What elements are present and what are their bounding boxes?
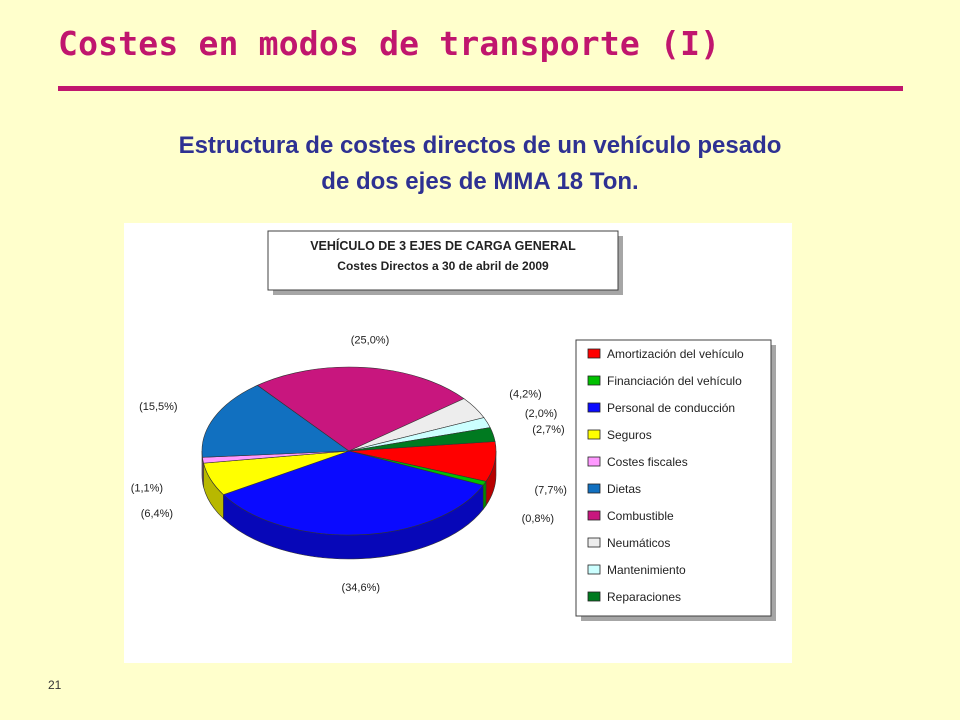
slide-number: 21 xyxy=(48,678,62,692)
legend-label-financiacion-del-vehiculo: Financiación del vehículo xyxy=(607,374,742,388)
legend-swatch-amortizacion-del-vehiculo xyxy=(587,348,601,359)
pie-chart: VEHÍCULO DE 3 EJES DE CARGA GENERAL Cost… xyxy=(131,230,776,621)
legend-swatch-seguros xyxy=(587,429,601,440)
pct-label-neumaticos: (4,2%) xyxy=(509,388,541,400)
chart-title-box: VEHÍCULO DE 3 EJES DE CARGA GENERAL Cost… xyxy=(267,230,623,295)
legend-swatch-reparaciones xyxy=(587,591,601,602)
chart-legend: Amortización del vehículo Financiación de… xyxy=(575,339,776,621)
legend-swatch-financiacion-del-vehiculo xyxy=(587,375,601,386)
legend-swatch-combustible xyxy=(587,510,601,521)
legend-label-personal-de-conduccion: Personal de conducción xyxy=(607,401,735,415)
legend-swatch-neumaticos xyxy=(587,537,601,548)
legend-swatch-mantenimiento xyxy=(587,564,601,575)
pct-label-seguros: (6,4%) xyxy=(141,508,173,520)
legend-label-neumaticos: Neumáticos xyxy=(607,536,670,550)
pct-label-costes-fiscales: (1,1%) xyxy=(131,482,163,494)
pct-label-dietas: (15,5%) xyxy=(139,401,178,413)
pie-group xyxy=(201,366,497,560)
slide-title: Costes en modos de transporte (I) xyxy=(58,24,721,63)
pct-label-mantenimiento: (2,0%) xyxy=(525,408,557,420)
slide-subtitle: Estructura de costes directos de un vehí… xyxy=(60,128,900,200)
chart-subtitle: Costes Directos a 30 de abril de 2009 xyxy=(337,259,549,273)
title-box-frame xyxy=(267,230,619,291)
chart-image: VEHÍCULO DE 3 EJES DE CARGA GENERAL Cost… xyxy=(124,223,792,663)
subtitle-line-2: de dos ejes de MMA 18 Ton. xyxy=(321,168,639,195)
slice-personal-de-conduccion xyxy=(222,450,484,536)
side-financiacion-del-vehiculo xyxy=(482,480,487,511)
subtitle-line-1: Estructura de costes directos de un vehí… xyxy=(178,132,782,159)
legend-label-mantenimiento: Mantenimiento xyxy=(607,563,686,577)
legend-swatch-dietas xyxy=(587,483,601,494)
slice-combustible xyxy=(256,366,465,452)
legend-label-reparaciones: Reparaciones xyxy=(607,590,681,604)
slice-reparaciones xyxy=(348,427,496,452)
pct-label-amortizacion-del-vehiculo: (7,7%) xyxy=(535,484,567,496)
legend-swatch-personal-de-conduccion xyxy=(587,402,601,413)
legend-label-amortizacion-del-vehiculo: Amortización del vehículo xyxy=(607,347,744,361)
pct-label-combustible: (25,0%) xyxy=(351,335,390,347)
slice-dietas xyxy=(201,384,350,458)
legend-swatch-costes-fiscales xyxy=(587,456,601,467)
pct-label-financiacion-del-vehiculo: (0,8%) xyxy=(522,513,554,525)
chart-title: VEHÍCULO DE 3 EJES DE CARGA GENERAL xyxy=(310,238,576,253)
pct-label-personal-de-conduccion: (34,6%) xyxy=(342,582,381,594)
pct-label-reparaciones: (2,7%) xyxy=(532,424,564,436)
pie-labels: (7,7%) (0,8%) (34,6%) (6,4%) (1,1%) (15,5%) (2… xyxy=(131,335,567,594)
legend-label-dietas: Dietas xyxy=(607,482,641,496)
legend-label-seguros: Seguros xyxy=(607,428,652,442)
legend-label-combustible: Combustible xyxy=(607,509,674,523)
legend-label-costes-fiscales: Costes fiscales xyxy=(607,455,688,469)
title-underline xyxy=(58,86,903,91)
legend-frame xyxy=(575,339,772,617)
